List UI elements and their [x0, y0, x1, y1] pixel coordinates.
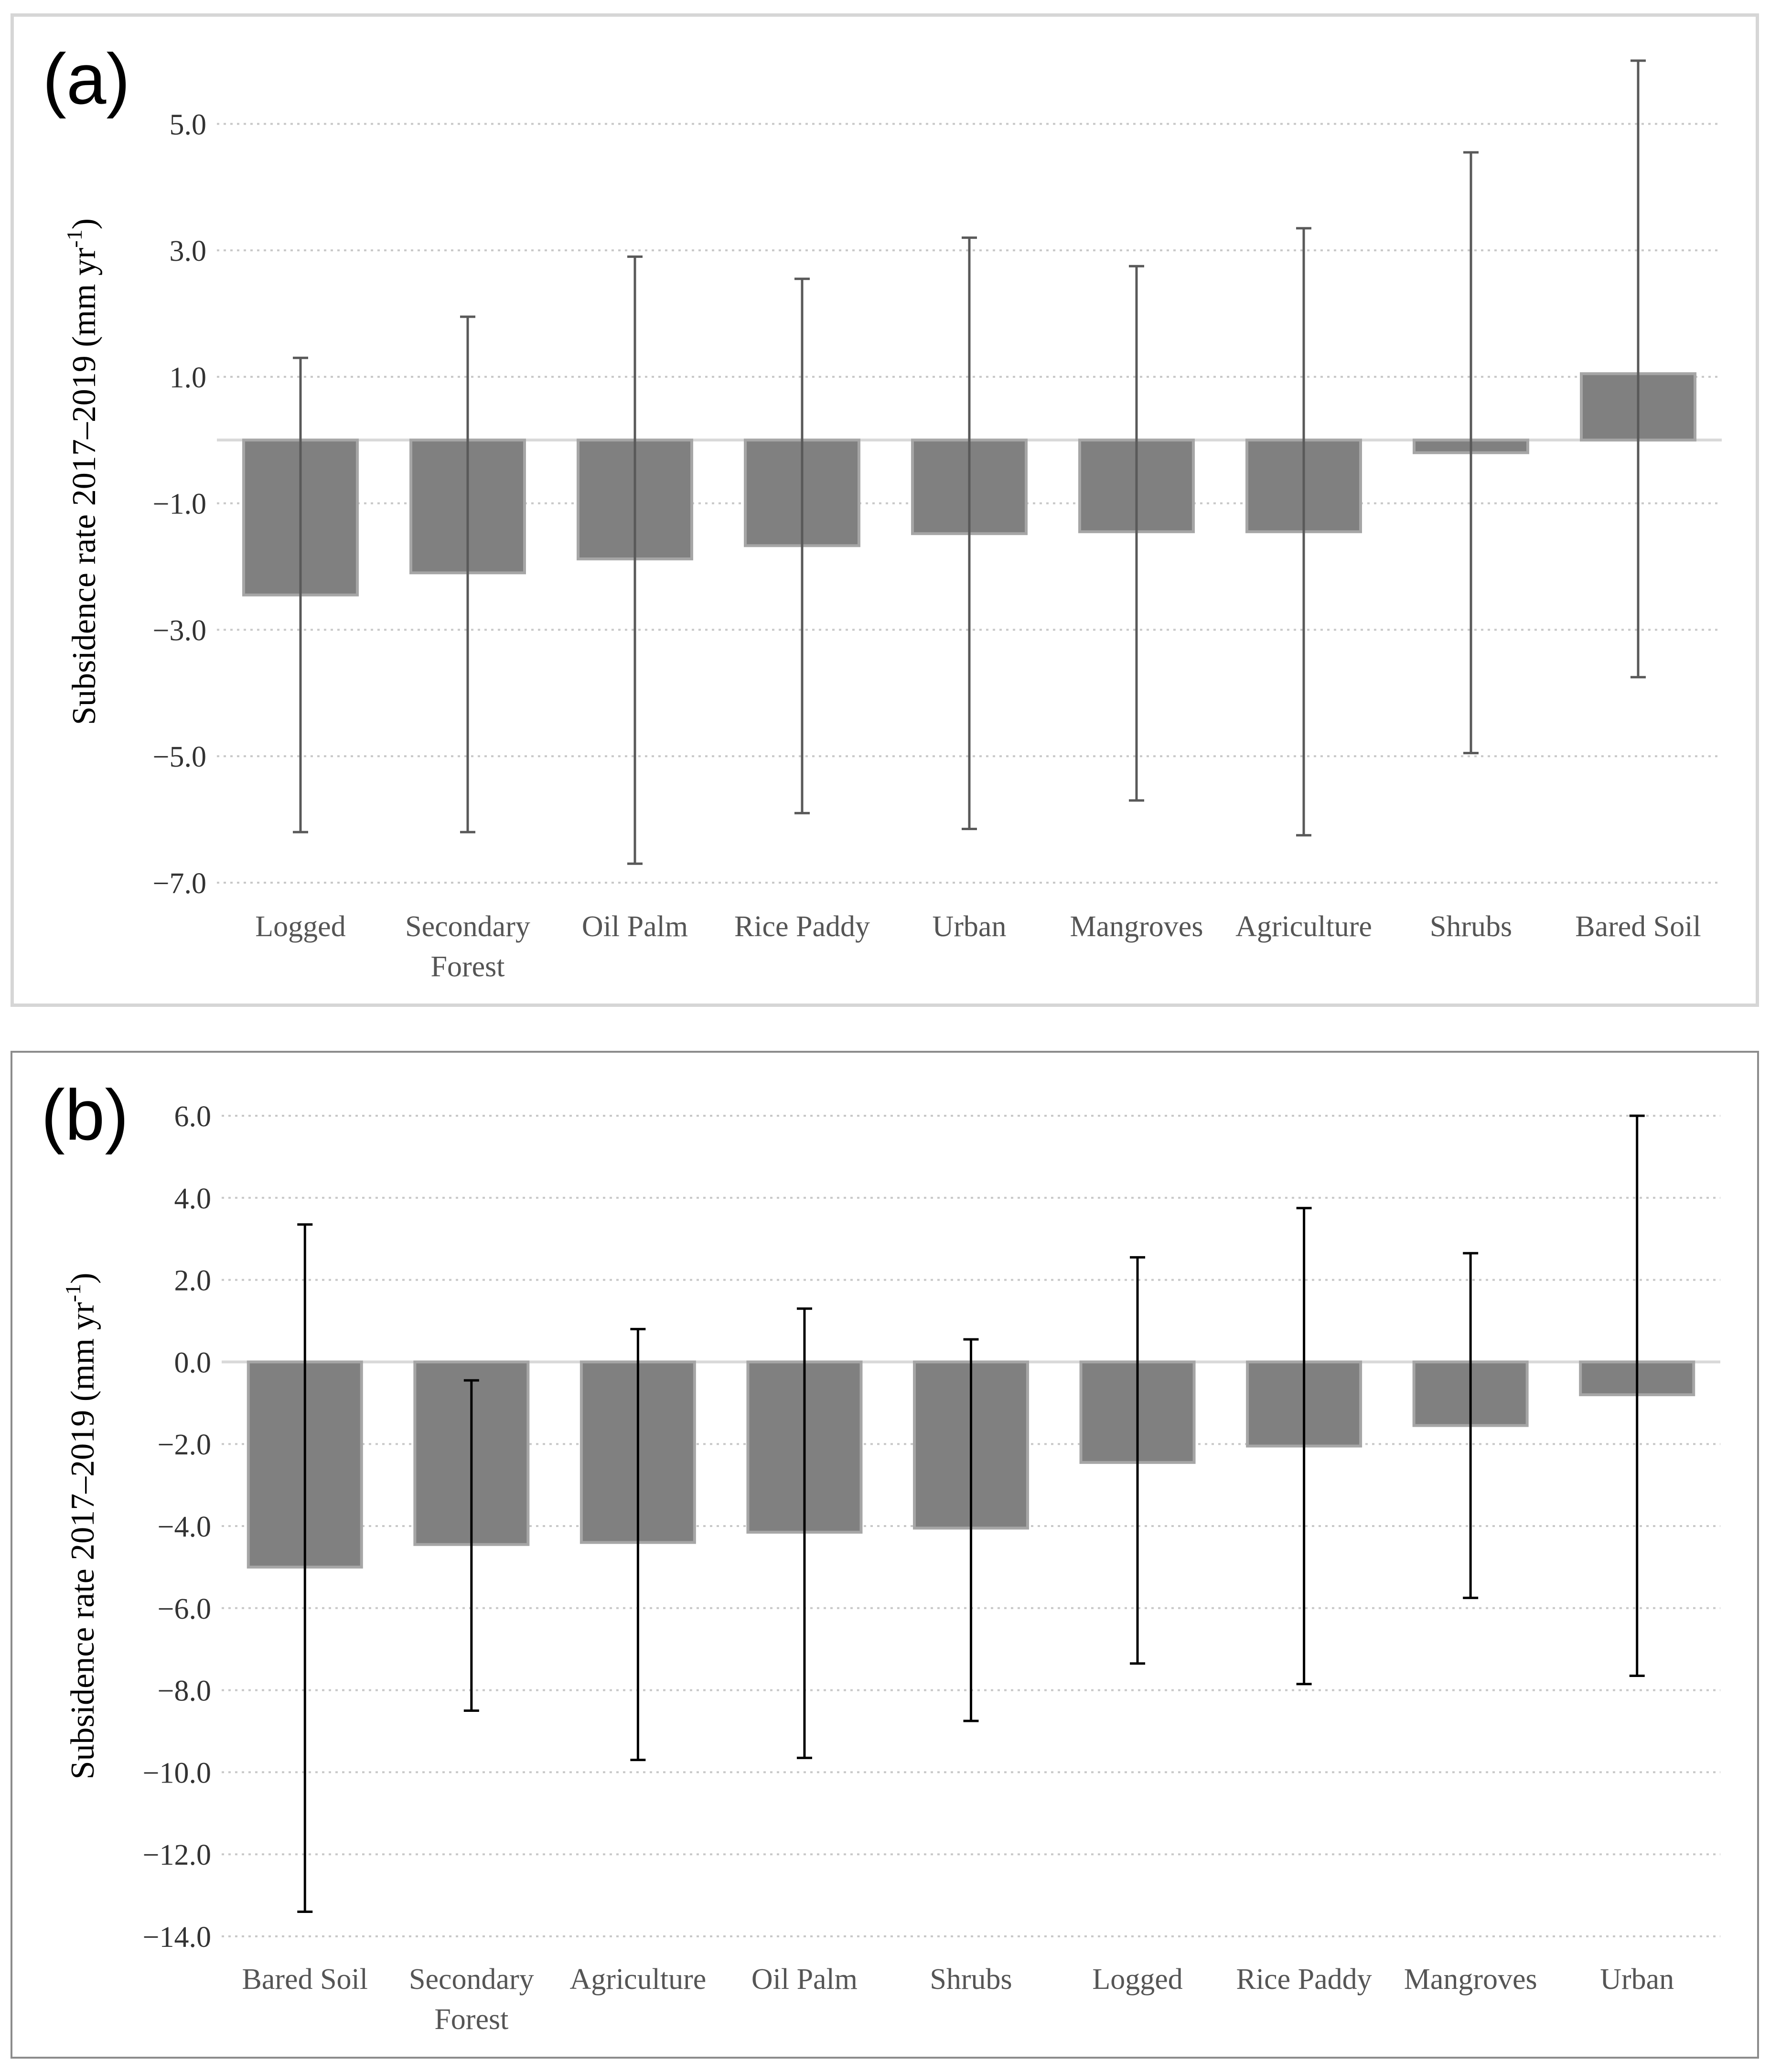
category-label-line: Logged	[255, 910, 345, 943]
y-tick-label: 1.0	[170, 362, 207, 394]
y-tick-label: 2.0	[174, 1265, 212, 1297]
category-label: Shrubs	[1430, 910, 1512, 943]
category-label-line: Logged	[1092, 1963, 1182, 1996]
category-label-line: Oil Palm	[582, 910, 688, 943]
category-label: Urban	[933, 910, 1007, 943]
y-axis-label: Subsidence rate 2017–2019 (mm yr-1)	[62, 218, 103, 725]
category-label: Bared Soil	[1575, 910, 1701, 943]
category-label: Urban	[1600, 1963, 1674, 1996]
y-axis-label: Subsidence rate 2017–2019 (mm yr-1)	[61, 1273, 101, 1780]
category-label-line: Agriculture	[1235, 910, 1372, 943]
y-tick-label: −8.0	[158, 1675, 211, 1708]
category-label: Mangroves	[1404, 1963, 1537, 1996]
category-label-line: Urban	[1600, 1963, 1674, 1996]
y-tick-label: −5.0	[153, 741, 206, 773]
category-label-line: Secondary	[409, 1963, 534, 1996]
category-label: Bared Soil	[242, 1963, 368, 1996]
category-label: Oil Palm	[582, 910, 688, 943]
y-tick-label: 4.0	[174, 1183, 212, 1215]
chart-panel-b: (b) 6.0 4.0 2.0 0.0 −2.0 −4.0 −6.0 −8.0 −10.0 −12…	[11, 1051, 1759, 2059]
category-label: Logged	[1092, 1963, 1182, 1996]
chart-panel-a: (a) 5.0 3.0 1.0 −1.0 −3.0 −5.0 −7.0 Logged Secon…	[11, 13, 1759, 1007]
category-label-line: Bared Soil	[242, 1963, 368, 1996]
y-axis-label-superscript: -1	[61, 1284, 85, 1302]
y-tick-label: −12.0	[143, 1839, 211, 1871]
y-tick-label: 6.0	[174, 1100, 212, 1133]
category-label-line: Forest	[431, 951, 505, 983]
y-tick-label: 3.0	[170, 235, 207, 267]
y-axis-label-superscript: -1	[62, 229, 86, 247]
y-tick-label: 5.0	[170, 108, 207, 141]
category-label-line: Urban	[933, 910, 1007, 943]
chart-a-plot: 5.0 3.0 1.0 −1.0 −3.0 −5.0 −7.0 Logged Secondary…	[62, 59, 1722, 983]
category-label-line: Mangroves	[1404, 1963, 1537, 1996]
panel-label-b: (b)	[41, 1075, 129, 1155]
y-axis-label-close: )	[66, 218, 103, 229]
category-label: Secondary Forest	[409, 1963, 534, 2036]
y-tick-label: −1.0	[153, 488, 206, 521]
category-label-line: Shrubs	[1430, 910, 1512, 943]
chart-b-plot: 6.0 4.0 2.0 0.0 −2.0 −4.0 −6.0 −8.0 −10.0 −12.0 −1…	[61, 1100, 1720, 2036]
y-tick-label: −3.0	[153, 614, 206, 647]
category-label: Logged	[255, 910, 345, 943]
category-label: Mangroves	[1070, 910, 1203, 943]
category-label-line: Shrubs	[930, 1963, 1012, 1996]
category-label-line: Bared Soil	[1575, 910, 1701, 943]
y-axis-label-close: )	[64, 1273, 101, 1284]
y-tick-label: −10.0	[143, 1757, 211, 1789]
category-label-line: Rice Paddy	[1236, 1963, 1372, 1996]
category-label-line: Mangroves	[1070, 910, 1203, 943]
category-label: Secondary Forest	[405, 910, 530, 983]
category-label-line: Rice Paddy	[734, 910, 870, 943]
y-axis-label-text: Subsidence rate 2017–2019 (mm yr	[66, 248, 103, 725]
category-label: Agriculture	[569, 1963, 706, 1996]
category-label-line: Forest	[434, 2003, 508, 2036]
category-label: Oil Palm	[751, 1963, 858, 1996]
y-tick-label: −7.0	[153, 867, 206, 900]
category-label: Agriculture	[1235, 910, 1372, 943]
y-axis-label-text: Subsidence rate 2017–2019 (mm yr	[64, 1302, 101, 1779]
panel-label-a: (a)	[43, 39, 130, 119]
category-label-line: Oil Palm	[751, 1963, 858, 1996]
y-tick-label: 0.0	[174, 1346, 212, 1379]
y-tick-label: −4.0	[158, 1511, 211, 1543]
category-label-line: Secondary	[405, 910, 530, 943]
y-tick-label: −14.0	[143, 1921, 211, 1954]
category-label: Rice Paddy	[734, 910, 870, 943]
y-tick-label: −2.0	[158, 1429, 211, 1461]
category-label: Rice Paddy	[1236, 1963, 1372, 1996]
category-label: Shrubs	[930, 1963, 1012, 1996]
category-label-line: Agriculture	[569, 1963, 706, 1996]
y-tick-label: −6.0	[158, 1593, 211, 1625]
